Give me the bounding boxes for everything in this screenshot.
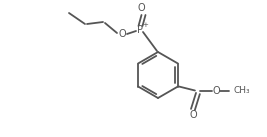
Text: CH₃: CH₃ xyxy=(234,86,250,95)
Text: P: P xyxy=(137,25,143,35)
Text: O: O xyxy=(137,3,145,13)
Text: +: + xyxy=(143,22,148,28)
Text: O: O xyxy=(189,109,197,119)
Text: O: O xyxy=(118,29,126,39)
Text: O: O xyxy=(212,85,220,95)
